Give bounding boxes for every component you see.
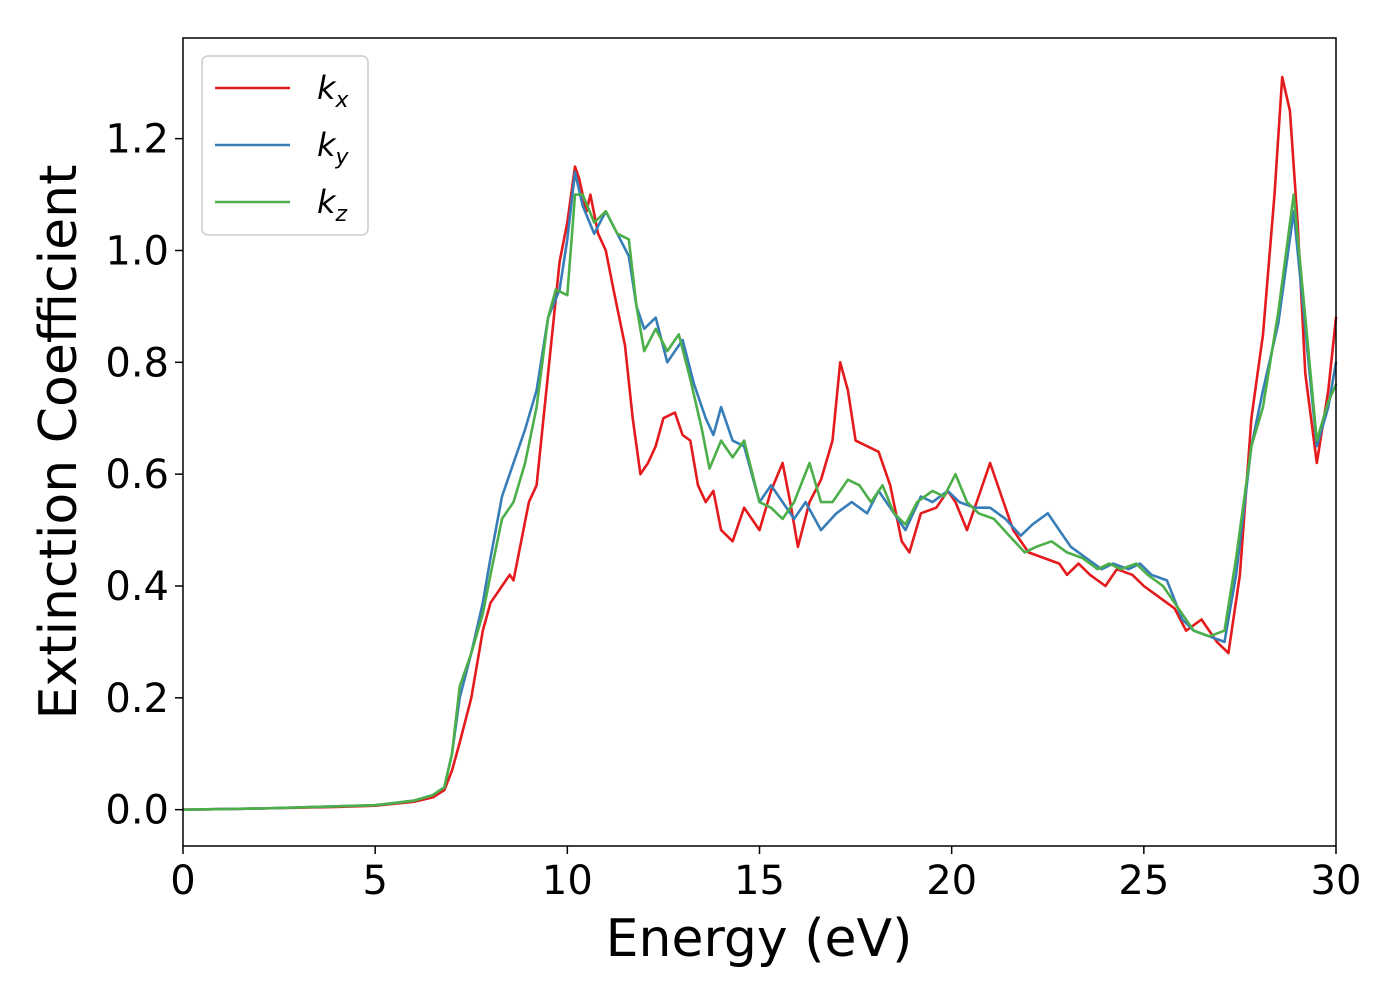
x-tick-label: 15 xyxy=(734,858,785,904)
x-tick-label: 5 xyxy=(362,858,387,904)
x-ticks: 0 5 10 15 20 25 30 xyxy=(170,846,1361,904)
series-line-x xyxy=(181,75,1338,811)
x-tick-label: 10 xyxy=(542,858,593,904)
x-tick-label: 20 xyxy=(926,858,977,904)
x-tick-label: 25 xyxy=(1118,858,1169,904)
x-tick-label: 0 xyxy=(170,858,195,904)
y-tick-label: 0.0 xyxy=(105,788,169,834)
y-tick-label: 1.0 xyxy=(105,228,169,274)
series-layer xyxy=(181,75,1338,811)
series-line-z xyxy=(181,193,1338,811)
y-tick-label: 0.6 xyxy=(105,452,169,498)
x-axis-label: Energy (eV) xyxy=(606,909,913,969)
y-tick-label: 0.8 xyxy=(105,340,169,386)
y-tick-label: 1.2 xyxy=(105,117,169,163)
y-tick-label: 0.2 xyxy=(105,676,169,722)
y-tick-label: 0.4 xyxy=(105,564,169,610)
y-axis-label: Extinction Coefficient xyxy=(29,165,89,720)
x-tick-label: 30 xyxy=(1311,858,1362,904)
y-ticks: 0.0 0.2 0.4 0.6 0.8 1.0 1.2 xyxy=(105,117,183,834)
series-line-y xyxy=(181,170,1338,811)
